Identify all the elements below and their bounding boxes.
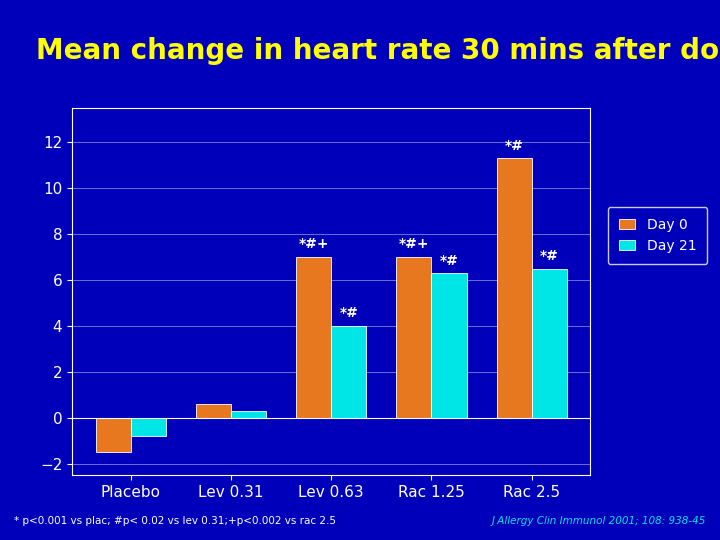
Text: *#+: *#+ xyxy=(298,238,329,252)
Text: Mean change in heart rate 30 mins after dosing: Mean change in heart rate 30 mins after … xyxy=(36,37,720,65)
Bar xyxy=(231,411,266,418)
Text: J Allergy Clin Immunol 2001; 108: 938-45: J Allergy Clin Immunol 2001; 108: 938-45 xyxy=(491,516,706,526)
Text: *#: *# xyxy=(505,139,523,153)
Bar xyxy=(331,326,366,418)
Legend: Day 0, Day 21: Day 0, Day 21 xyxy=(608,207,707,264)
Text: *#: *# xyxy=(339,306,358,320)
Bar xyxy=(296,257,331,418)
Bar xyxy=(397,257,431,418)
Bar xyxy=(130,418,166,436)
Bar xyxy=(431,273,467,418)
Text: *#+: *#+ xyxy=(399,238,429,252)
Bar xyxy=(497,158,532,418)
Text: *#: *# xyxy=(540,249,559,263)
Text: * p<0.001 vs plac; #p< 0.02 vs lev 0.31;+p<0.002 vs rac 2.5: * p<0.001 vs plac; #p< 0.02 vs lev 0.31;… xyxy=(14,516,336,526)
Bar xyxy=(532,269,567,418)
Bar xyxy=(196,404,231,418)
Bar xyxy=(96,418,130,453)
Text: *#: *# xyxy=(440,253,459,267)
